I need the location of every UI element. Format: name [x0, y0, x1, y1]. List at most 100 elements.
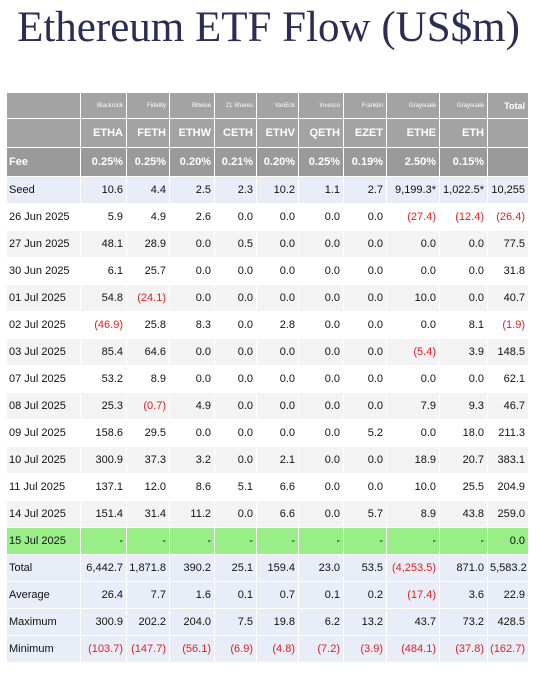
flow-cell: 7.9 — [386, 392, 440, 420]
flow-cell: 0.0 — [343, 338, 387, 366]
provider-header: Blackrock — [80, 92, 127, 119]
summary-cell: 3.6 — [439, 581, 488, 609]
flow-cell: 0.0 — [386, 311, 440, 339]
flow-cell: 25.7 — [126, 257, 170, 285]
flow-cell: 25.3 — [80, 392, 127, 420]
row-label: 10 Jul 2025 — [6, 446, 81, 474]
flow-cell: 0.0 — [439, 365, 488, 393]
row-label: Fee — [6, 147, 81, 177]
etf-flow-table: Blackrock Fidelity Bitwise 21 Shares VanEck I… — [6, 92, 529, 663]
data-row: 15 Jul 2025- - - - - - - - -0.0 — [6, 527, 529, 555]
flow-cell: 137.1 — [80, 473, 127, 501]
flow-cell: 0.0 — [169, 230, 215, 258]
summary-cell: 5,583.2 — [487, 554, 529, 582]
flow-cell: 64.6 — [126, 338, 170, 366]
data-row: 03 Jul 2025 85.4 64.6 0.0 0.0 0.0 0.0 0.0 (5.4) 3… — [6, 338, 529, 366]
provider-header: Grayscale — [439, 92, 488, 119]
row-label: 01 Jul 2025 — [6, 284, 81, 312]
row-label: 14 Jul 2025 — [6, 500, 81, 528]
flow-cell: 10.6 — [80, 176, 127, 204]
flow-cell: 2.8 — [256, 311, 299, 339]
provider-header: Grayscale — [386, 92, 440, 119]
summary-cell: (147.7) — [126, 635, 170, 663]
flow-cell: 0.0 — [343, 230, 387, 258]
flow-cell: 0.0 — [439, 257, 488, 285]
flow-cell: 0.0 — [343, 473, 387, 501]
provider-header: Franklin — [343, 92, 387, 119]
row-label: 27 Jun 2025 — [6, 230, 81, 258]
flow-cell: 0.0 — [298, 230, 344, 258]
flow-cell: 10.2 — [256, 176, 299, 204]
ticker-header: EZET — [343, 118, 387, 148]
flow-cell: 5.7 — [343, 500, 387, 528]
flow-cell: - — [343, 527, 387, 555]
summary-cell: 1.6 — [169, 581, 215, 609]
summary-cell: 0.2 — [343, 581, 387, 609]
flow-cell: 0.0 — [343, 257, 387, 285]
summary-cell: 73.2 — [439, 608, 488, 636]
flow-cell: 0.0 — [214, 311, 257, 339]
flow-cell: 0.0 — [256, 203, 299, 231]
provider-header: Total — [487, 92, 529, 119]
flow-cell: 29.5 — [126, 419, 170, 447]
flow-cell: 62.1 — [487, 365, 529, 393]
summary-cell: 23.0 — [298, 554, 344, 582]
flow-cell: - — [169, 527, 215, 555]
row-label: 08 Jul 2025 — [6, 392, 81, 420]
fee-row: Fee 0.25% 0.25% 0.20% 0.21% 0.20% 0.25% 0.19% 2.… — [6, 147, 529, 177]
flow-cell: 11.2 — [169, 500, 215, 528]
flow-cell: 5.9 — [80, 203, 127, 231]
summary-cell: 204.0 — [169, 608, 215, 636]
summary-cell: 53.5 — [343, 554, 387, 582]
summary-cell: (7.2) — [298, 635, 344, 663]
flow-cell: (0.7) — [126, 392, 170, 420]
fee-cell: 0.21% — [214, 147, 257, 177]
flow-cell: 8.9 — [126, 365, 170, 393]
row-label: 30 Jun 2025 — [6, 257, 81, 285]
flow-cell: 0.0 — [256, 230, 299, 258]
flow-cell: 8.9 — [386, 500, 440, 528]
flow-cell: 4.9 — [126, 203, 170, 231]
flow-cell: 4.4 — [126, 176, 170, 204]
flow-cell: (27.4) — [386, 203, 440, 231]
flow-cell: 0.0 — [298, 446, 344, 474]
flow-cell: 3.9 — [439, 338, 488, 366]
flow-cell: 0.0 — [298, 338, 344, 366]
flow-cell: 46.7 — [487, 392, 529, 420]
flow-cell: 0.0 — [256, 338, 299, 366]
flow-cell: 9.3 — [439, 392, 488, 420]
flow-cell: 0.0 — [298, 365, 344, 393]
title: Ethereum ETF Flow (US$m) — [17, 4, 520, 51]
flow-cell: 0.0 — [343, 365, 387, 393]
flow-cell: 85.4 — [80, 338, 127, 366]
flow-cell: 8.3 — [169, 311, 215, 339]
flow-cell: 77.5 — [487, 230, 529, 258]
fee-cell: 0.25% — [80, 147, 127, 177]
flow-cell: 0.0 — [169, 257, 215, 285]
flow-cell: - — [80, 527, 127, 555]
ticker-header: ETHA — [80, 118, 127, 148]
flow-cell: 0.0 — [298, 392, 344, 420]
fee-cell: 0.25% — [126, 147, 170, 177]
flow-cell: 0.0 — [214, 284, 257, 312]
flow-cell: 0.0 — [214, 203, 257, 231]
flow-cell: 0.0 — [298, 473, 344, 501]
flow-cell: 2.7 — [343, 176, 387, 204]
flow-cell: 300.9 — [80, 446, 127, 474]
flow-cell: 40.7 — [487, 284, 529, 312]
flow-cell: - — [126, 527, 170, 555]
flow-cell: (12.4) — [439, 203, 488, 231]
data-row: 02 Jul 2025 (46.9) 25.8 8.3 0.0 2.8 0.0 0.0 0.0 8… — [6, 311, 529, 339]
flow-cell: 0.0 — [256, 257, 299, 285]
empty-cell — [6, 118, 81, 148]
flow-cell: (24.1) — [126, 284, 170, 312]
flow-cell: 48.1 — [80, 230, 127, 258]
flow-cell: 37.3 — [126, 446, 170, 474]
summary-cell: 300.9 — [80, 608, 127, 636]
flow-cell: 4.9 — [169, 392, 215, 420]
summary-cell: 202.2 — [126, 608, 170, 636]
flow-cell: (26.4) — [487, 203, 529, 231]
provider-row: Blackrock Fidelity Bitwise 21 Shares VanEck I… — [6, 92, 529, 119]
flow-cell: 204.9 — [487, 473, 529, 501]
data-row: 01 Jul 2025 54.8 (24.1) 0.0 0.0 0.0 0.0 0.0 10.0… — [6, 284, 529, 312]
